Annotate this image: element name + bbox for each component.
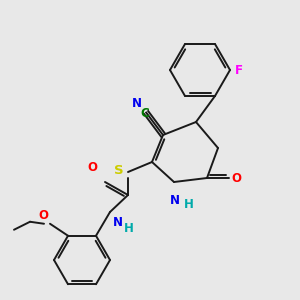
Text: C: C: [140, 106, 149, 120]
Text: O: O: [87, 161, 97, 174]
Text: F: F: [235, 64, 243, 76]
Text: H: H: [124, 222, 134, 235]
Text: N: N: [113, 216, 123, 229]
Text: O: O: [38, 209, 48, 222]
Text: O: O: [231, 172, 241, 184]
Text: N: N: [170, 194, 180, 207]
Text: S: S: [114, 164, 124, 178]
Text: N: N: [132, 97, 142, 110]
Text: H: H: [184, 198, 194, 211]
